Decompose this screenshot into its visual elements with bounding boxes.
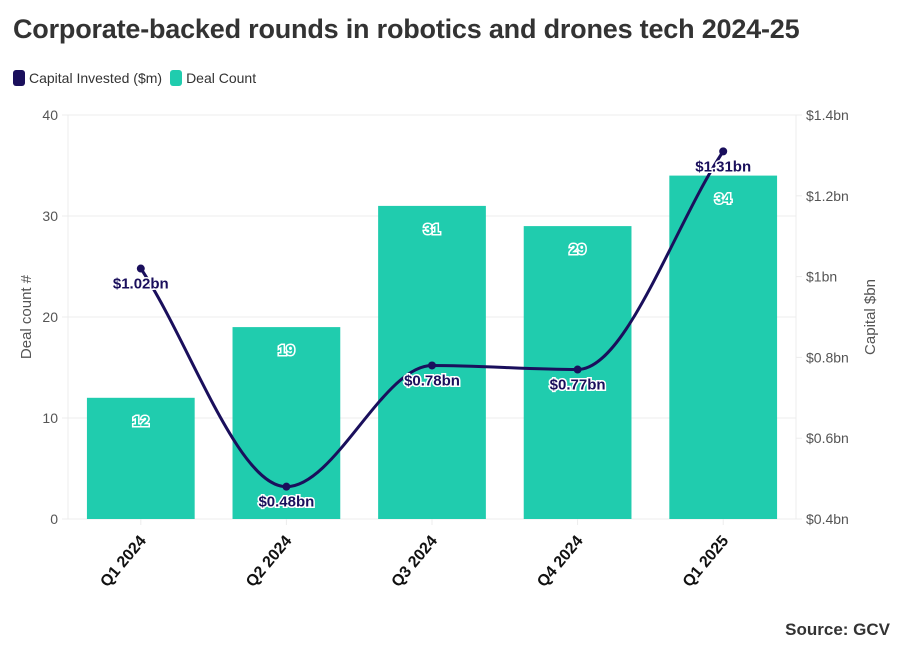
bar-deal-count[interactable] — [669, 175, 778, 519]
capital-value-label: $1.31bn — [695, 158, 751, 175]
bars — [86, 175, 778, 519]
capital-point[interactable] — [719, 147, 728, 156]
x-tick-label: Q1 2025 — [680, 533, 733, 591]
capital-point[interactable] — [428, 361, 436, 370]
legend-swatch-deal-count — [170, 70, 183, 86]
y-tick-label: 20 — [42, 309, 58, 325]
x-tick-label: Q2 2024 — [243, 533, 296, 591]
capital-value-label: $0.78bn — [404, 372, 460, 389]
bar-value-label: 29 — [569, 241, 586, 258]
legend-swatch-capital — [13, 70, 25, 86]
bar-deal-count[interactable] — [86, 397, 195, 519]
x-tick-label: Q3 2024 — [389, 533, 442, 591]
data-labels: 12 19 31 29 34 $1.02bn $0.48bn $0.78bn $0.77bn $1… — [111, 157, 752, 512]
capital-value-label: $0.77bn — [550, 377, 606, 394]
x-tick-label: Q4 2024 — [534, 533, 587, 591]
legend-item-deal-count[interactable]: Deal Count — [170, 70, 256, 86]
legend-item-capital[interactable]: Capital Invested ($m) — [13, 70, 162, 86]
chart-title: Corporate-backed rounds in robotics and … — [13, 14, 800, 44]
capital-point[interactable] — [282, 482, 291, 491]
bar-value-label: 19 — [278, 342, 295, 359]
y2-tick-label: $1.4bn — [806, 107, 849, 123]
capital-point[interactable] — [573, 365, 582, 374]
bar-value-label: 12 — [132, 413, 149, 430]
legend-label-capital: Capital Invested ($m) — [29, 70, 163, 86]
x-tick-label: Q1 2024 — [97, 533, 150, 591]
y-tick-label: 0 — [50, 511, 58, 527]
legend: Capital Invested ($m) Deal Count — [13, 70, 264, 86]
y2-tick-label: $0.8bn — [806, 349, 849, 365]
bar-value-label: 34 — [715, 191, 732, 208]
y-axis-title: Deal count # — [18, 274, 35, 359]
bar-value-label: 31 — [424, 221, 441, 238]
y-tick-label: 30 — [42, 208, 58, 224]
capital-value-label: $1.02bn — [113, 276, 169, 293]
capital-line — [139, 150, 725, 489]
capital-point[interactable] — [136, 264, 145, 273]
capital-line-series — [136, 147, 728, 491]
legend-label-deal-count: Deal Count — [186, 70, 257, 86]
y2-tick-label: $0.6bn — [806, 430, 849, 446]
source-note: Source: GCV — [785, 620, 890, 639]
capital-value-label: $0.48bn — [258, 494, 314, 511]
y2-tick-label: $0.4bn — [806, 511, 849, 527]
y2-tick-label: $1bn — [806, 269, 837, 285]
y2-tick-label: $1.2bn — [806, 188, 849, 204]
y2-axis-title: Capital $bn — [862, 279, 879, 355]
y-tick-label: 40 — [42, 107, 58, 123]
y-tick-label: 10 — [42, 410, 58, 426]
